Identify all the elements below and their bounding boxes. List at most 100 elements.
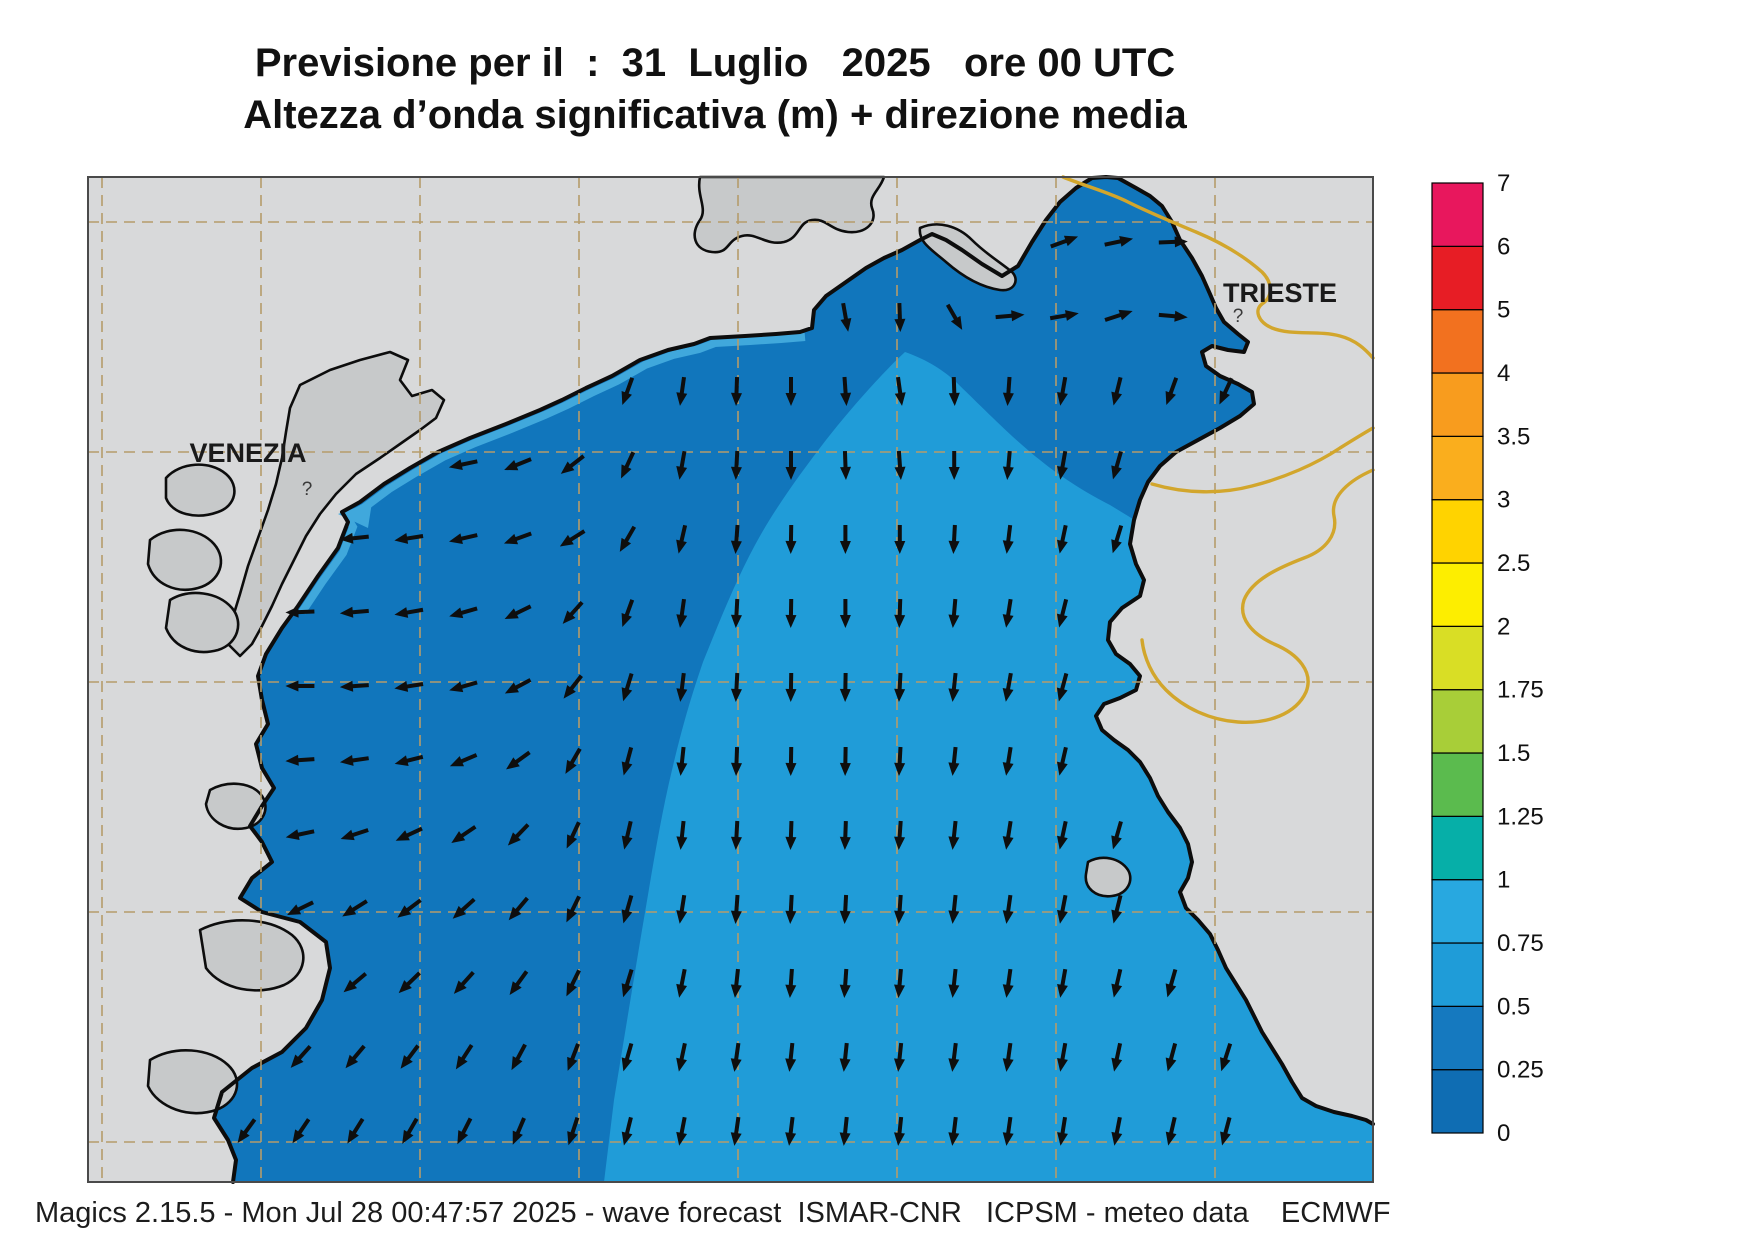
wave-arrow [237,1118,257,1143]
wave-arrow [676,598,688,628]
wave-arrow [945,303,963,330]
wave-arrow [730,1116,742,1146]
wave-arrow [839,672,851,702]
legend-tick-label: 3.5 [1497,423,1530,450]
wave-arrow [339,606,369,618]
legend-cell [1431,1005,1484,1071]
footer-credits: Magics 2.15.5 - Mon Jul 28 00:47:57 2025… [35,1197,1390,1229]
wave-arrow [621,377,635,406]
wave-arrow [506,750,531,770]
border-slovenia-croatia [1140,468,1375,724]
wave-arrow [1111,820,1123,850]
wave-arrow [785,894,797,924]
legend-tick-label: 6 [1497,233,1510,260]
istria-island [1084,856,1132,898]
wave-arrow [676,820,688,850]
wave-arrow [449,753,478,767]
wave-arrow [785,377,797,406]
wave-arrow [621,451,636,479]
wave-arrow [839,525,851,554]
wave-arrow [948,820,960,850]
wave-arrow [1165,1042,1178,1072]
wave-arrow [285,680,315,692]
legend-tick-label: 2.5 [1497,550,1530,577]
wave-arrow [730,894,742,924]
delta-blob-2 [198,919,305,992]
wave-arrow [730,1042,742,1072]
wave-arrow [948,598,960,628]
wave-arrow [394,533,424,544]
legend-cell [1431,1069,1484,1134]
wave-arrow [1057,450,1068,480]
lagoon-marano [693,175,886,254]
wave-arrow [785,598,797,628]
wave-arrow [948,376,960,406]
wave-arrow [507,823,530,846]
map-panel: VENEZIA TRIESTE?? [87,175,1375,1184]
wave-arrow [394,607,424,618]
wave-arrow [567,1043,580,1071]
wave-arrow [1111,1116,1123,1146]
wave-arrow [1002,1116,1014,1146]
wave-arrow [342,899,368,917]
wave-arrow [948,672,960,702]
wave-arrow [785,451,797,480]
wave-arrow [785,1042,797,1072]
wave-arrow [840,376,852,406]
wave-arrow [730,376,742,406]
wave-arrow [504,457,532,471]
wave-arrow [676,524,688,554]
wave-arrow [1002,376,1014,406]
wave-arrow [1104,309,1133,322]
wave-arrow [457,1117,473,1145]
wave-arrow [1057,894,1068,924]
wave-arrow [785,746,797,776]
wave-arrow [566,969,581,997]
wave-arrow [839,968,851,998]
legend-tick-label: 1 [1497,867,1510,894]
city-label-venezia: VENEZIA [189,438,306,468]
wave-arrow [1165,968,1178,998]
forecast-title-line1: Previsione per il : 31 Luglio 2025 ore 0… [255,41,1175,85]
forecast-title-line2: Altezza d’onda significativa (m) + direz… [243,93,1187,137]
delta-blob-3 [146,1049,239,1115]
border-slovenia-coast [1150,426,1375,494]
wave-arrow [948,968,960,998]
wave-arrow [785,1116,797,1146]
legend-cell [1431,245,1484,311]
wave-arrow [840,302,852,332]
wave-arrow [397,898,422,918]
legend-cell [1431,182,1484,247]
wave-arrow [339,680,369,692]
map-frame [87,176,1374,1183]
legend-tick-label: 2 [1497,613,1510,640]
legend-tick-label: 7 [1497,170,1510,197]
wave-arrow [621,820,633,850]
wave-arrow [621,894,634,924]
wave-arrow [948,1042,960,1072]
wave-arrow [730,450,742,480]
legend-cell [1431,689,1484,754]
wave-arrow [948,1116,960,1146]
wave-arrow [452,897,476,919]
legend-tick-label: 0.25 [1497,1057,1544,1084]
wave-arrow [621,599,635,628]
wave-arrow [676,746,688,776]
wave-arrow [1057,1116,1068,1146]
wave-arrow [730,672,742,702]
wave-arrow [839,746,851,776]
wave-arrow [948,451,960,480]
inlet-wedge [338,502,372,528]
wave-arrow [894,820,906,850]
wave-arrow [503,531,532,545]
wave-arrow [347,1117,365,1144]
wave-arrow [1002,524,1014,554]
wave-arrow [562,601,584,624]
wave-arrow [1158,310,1188,322]
wave-arrow [1002,746,1014,776]
wave-arrow [1165,1116,1177,1146]
wave-arrow [948,894,960,924]
legend-cell [1431,879,1484,944]
wave-arrow [676,1042,687,1072]
